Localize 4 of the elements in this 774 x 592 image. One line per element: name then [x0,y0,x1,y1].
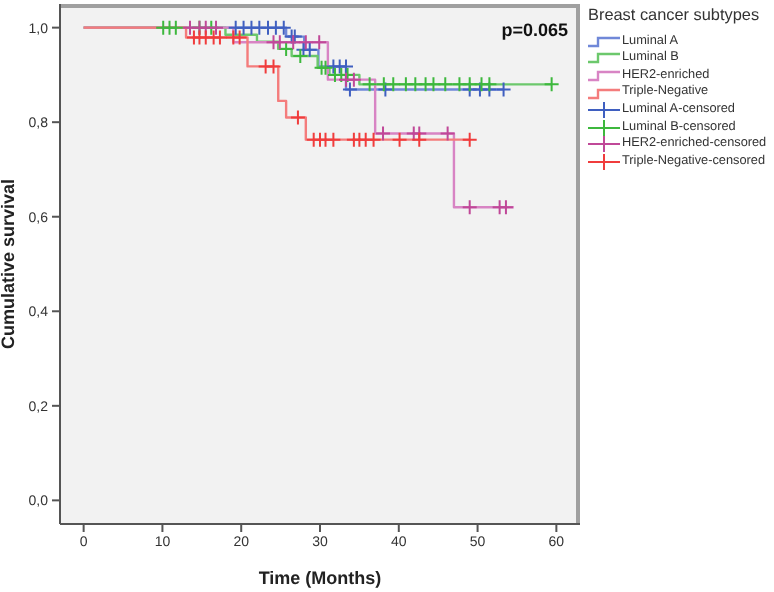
x-axis-title: Time (Months) [258,568,382,588]
y-axis-title: Cumulative survival [0,178,19,350]
legend-title: Breast cancer subtypes [588,6,762,26]
annotation: p=0.065 [501,20,568,40]
